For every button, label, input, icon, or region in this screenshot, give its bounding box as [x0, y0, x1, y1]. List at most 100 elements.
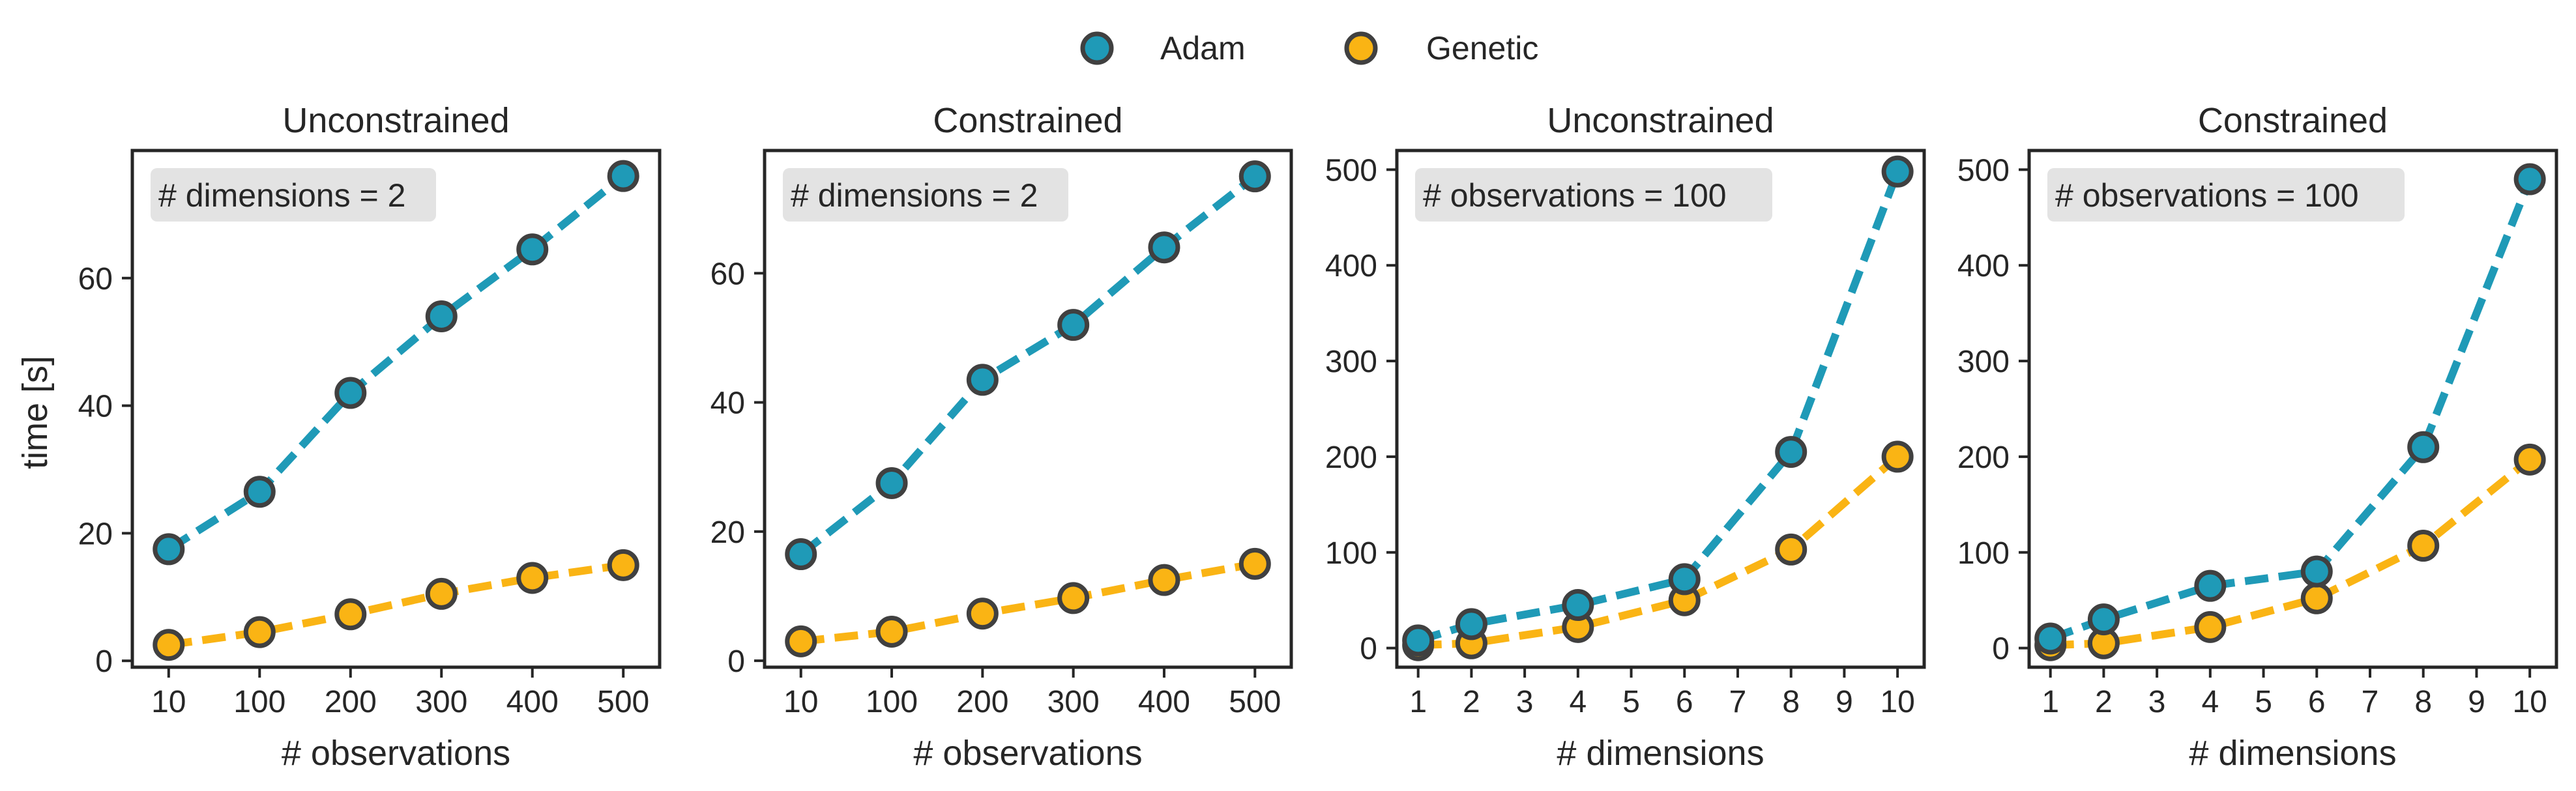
data-point-adam: [785, 538, 817, 571]
data-point-genetic: [1148, 564, 1180, 596]
data-point-adam: [1562, 589, 1594, 622]
data-point-adam: [2513, 163, 2546, 195]
legend-marker-adam: [1080, 31, 1114, 65]
data-point-adam: [1881, 155, 1914, 188]
data-point-adam: [2300, 555, 2333, 588]
series-adam: [2034, 163, 2546, 655]
x-tick-label: 300: [415, 685, 467, 719]
y-tick-label: 40: [78, 390, 113, 424]
x-tick-label: 9: [1836, 685, 1853, 719]
series-line-adam: [798, 173, 1257, 558]
y-tick-label: 0: [95, 644, 113, 679]
annotation-background: [151, 168, 436, 222]
legend-label-adam: Adam: [1160, 30, 1246, 66]
x-tick-label: 8: [1782, 685, 1800, 719]
y-tick-label: 0: [1992, 632, 2010, 667]
plot-frame: [763, 149, 1293, 669]
data-point-genetic: [1238, 547, 1271, 580]
plot-frame: [130, 149, 662, 669]
y-tick-label: 500: [1325, 153, 1377, 188]
x-tick-label: 400: [506, 685, 559, 719]
y-tick-label: 200: [1325, 440, 1377, 475]
y-tick-label: 300: [1325, 345, 1377, 379]
x-tick-label: 400: [1138, 685, 1190, 719]
data-point-genetic: [425, 577, 458, 610]
annotation-background: [2047, 168, 2405, 222]
data-point-adam: [1148, 231, 1180, 264]
data-point-genetic: [1775, 533, 1808, 566]
x-tick-label: 7: [2362, 685, 2379, 719]
data-point-adam: [875, 467, 908, 499]
y-tick-label: 20: [78, 517, 113, 551]
x-tick-label: 5: [1622, 685, 1640, 719]
x-tick-label: 6: [1676, 685, 1693, 719]
y-tick-label: 0: [1360, 632, 1377, 667]
x-axis-label: # observations: [913, 734, 1142, 773]
x-tick-label: 3: [2148, 685, 2166, 719]
panel-title: Constrained: [933, 101, 1122, 140]
plot-frame: [2027, 149, 2558, 669]
data-point-genetic: [875, 615, 908, 648]
x-tick-label: 6: [2308, 685, 2326, 719]
data-point-adam: [2034, 622, 2067, 655]
data-point-genetic: [243, 616, 276, 648]
data-point-genetic: [607, 549, 639, 581]
y-tick-label: 60: [78, 262, 113, 296]
x-tick-label: 200: [325, 685, 377, 719]
y-tick-label: 0: [727, 644, 745, 679]
panel-1: Unconstrained 10 100 200 300 400 500 0 20 40 60 # o…: [78, 101, 662, 773]
series-line-genetic: [168, 561, 624, 649]
annotation-box: # observations = 100: [2047, 168, 2405, 222]
panel-title: Unconstrained: [282, 101, 509, 140]
series-genetic: [153, 549, 639, 661]
data-point-genetic: [785, 625, 817, 657]
series-adam: [1402, 155, 1914, 657]
data-point-genetic: [334, 598, 367, 631]
panel-2: Constrained 10 100 200 300 400 500 0 20 40 60 # obs…: [710, 101, 1293, 773]
x-tick-label: 5: [2255, 685, 2272, 719]
x-tick-label: 10: [151, 685, 186, 719]
y-tick-label: 400: [1325, 249, 1377, 283]
data-point-adam: [1057, 309, 1090, 341]
annotation-text: # observations = 100: [1423, 177, 1727, 214]
y-tick-label: 20: [710, 515, 745, 550]
panel-title: Constrained: [2198, 101, 2388, 140]
data-point-adam: [243, 476, 276, 508]
data-point-adam: [2194, 569, 2227, 602]
x-tick-label: 9: [2468, 685, 2485, 719]
y-tick-label: 500: [1957, 153, 2010, 188]
data-point-adam: [516, 233, 549, 266]
annotation-background: [1415, 168, 1772, 222]
x-tick-label: 10: [783, 685, 818, 719]
x-tick-label: 1: [2042, 685, 2059, 719]
data-point-adam: [1238, 160, 1271, 193]
data-point-genetic: [966, 597, 999, 630]
data-point-genetic: [2194, 611, 2227, 643]
data-point-adam: [334, 377, 367, 409]
annotation-box: # dimensions = 2: [783, 168, 1068, 222]
data-point-adam: [1455, 608, 1487, 640]
x-tick-label: 4: [2201, 685, 2219, 719]
data-point-adam: [2407, 431, 2440, 463]
y-tick-label: 400: [1957, 249, 2010, 283]
y-axis-label: time [s]: [16, 356, 55, 469]
series-line-adam: [166, 173, 626, 553]
x-axis-label: # dimensions: [2189, 734, 2396, 773]
x-tick-label: 200: [956, 685, 1008, 719]
y-tick-label: 300: [1957, 345, 2010, 379]
annotation-box: # observations = 100: [1415, 168, 1772, 222]
x-tick-label: 7: [1729, 685, 1747, 719]
series-adam: [785, 160, 1271, 571]
annotation-text: # dimensions = 2: [158, 177, 405, 214]
y-tick-label: 40: [710, 386, 745, 421]
x-tick-label: 300: [1047, 685, 1100, 719]
y-tick-label: 60: [710, 257, 745, 291]
data-point-adam: [153, 533, 185, 566]
annotation-text: # dimensions = 2: [791, 177, 1038, 214]
data-point-adam: [966, 364, 999, 396]
x-tick-label: 2: [1463, 685, 1480, 719]
